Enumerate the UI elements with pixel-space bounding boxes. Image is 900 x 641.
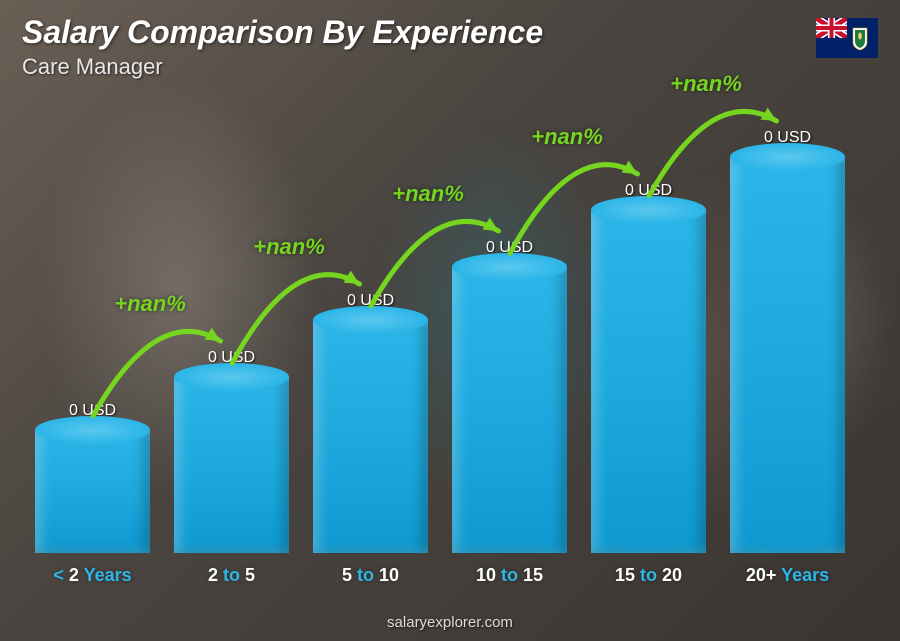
bar-category-label: 5 to 10	[342, 565, 399, 586]
bar-group: 0 USD 5 to 10	[308, 116, 433, 586]
increase-label: +nan%	[670, 71, 742, 97]
bar	[35, 430, 150, 553]
bar-group: 0 USD < 2 Years	[30, 116, 155, 586]
footer-attribution: salaryexplorer.com	[0, 614, 900, 631]
bar-group: 0 USD 15 to 20	[586, 116, 711, 586]
bar-wrapper: 0 USD	[169, 116, 294, 553]
bar-category-label: 2 to 5	[208, 565, 255, 586]
bar-category-label: < 2 Years	[53, 565, 131, 586]
bar-group: 0 USD 10 to 15	[447, 116, 572, 586]
chart-title: Salary Comparison By Experience	[22, 14, 543, 51]
bar-category-label: 15 to 20	[615, 565, 682, 586]
bar	[174, 377, 289, 553]
bar-wrapper: 0 USD	[30, 116, 155, 553]
bar-wrapper: 0 USD	[586, 116, 711, 553]
bar-wrapper: 0 USD	[308, 116, 433, 553]
bar	[313, 320, 428, 553]
bar-group: 0 USD 2 to 5	[169, 116, 294, 586]
bar-chart: 0 USD< 2 Years0 USD2 to 50 USD5 to 100 U…	[30, 116, 850, 586]
bar-wrapper: 0 USD	[447, 116, 572, 553]
bar	[730, 157, 845, 553]
chart-container: Salary Comparison By Experience Care Man…	[0, 0, 900, 641]
bar-group: 0 USD 20+ Years	[725, 116, 850, 586]
flag-icon	[816, 18, 878, 58]
chart-subtitle: Care Manager	[22, 54, 163, 80]
bar-category-label: 20+ Years	[746, 565, 829, 586]
bar	[452, 267, 567, 553]
bar-category-label: 10 to 15	[476, 565, 543, 586]
bar-wrapper: 0 USD	[725, 116, 850, 553]
bar	[591, 210, 706, 553]
